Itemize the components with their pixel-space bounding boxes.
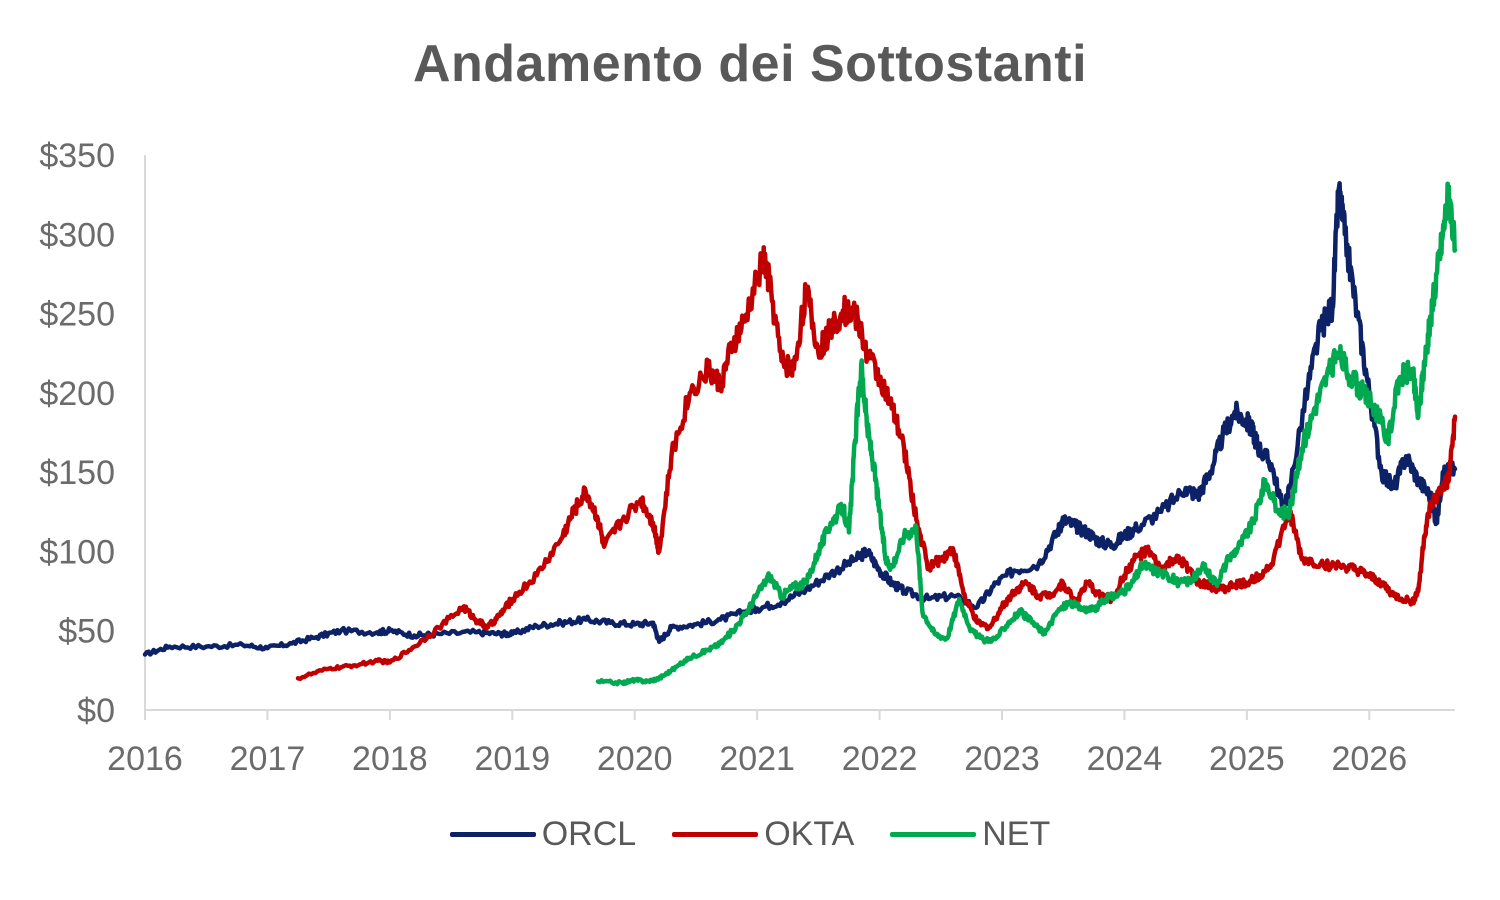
y-tick-label: $350 bbox=[39, 137, 115, 175]
axes bbox=[144, 155, 1455, 711]
y-tick-label: $250 bbox=[39, 296, 115, 334]
legend-swatch bbox=[449, 832, 536, 837]
legend-item-okta: OKTA bbox=[672, 815, 854, 854]
y-tick-label: $150 bbox=[39, 454, 115, 492]
legend-item-net: NET bbox=[890, 815, 1050, 854]
y-tick-label: $200 bbox=[39, 375, 115, 413]
x-tick-label: 2017 bbox=[230, 740, 306, 778]
x-tick-label: 2016 bbox=[107, 740, 183, 778]
x-tick-label: 2018 bbox=[352, 740, 428, 778]
y-tick-label: $300 bbox=[39, 216, 115, 254]
series-line-orcl bbox=[142, 181, 1458, 657]
x-tick-label: 2019 bbox=[474, 740, 550, 778]
legend-label: OKTA bbox=[764, 815, 855, 853]
y-tick-label: $100 bbox=[39, 533, 115, 571]
legend: ORCL OKTA NET bbox=[0, 815, 1500, 854]
legend-swatch bbox=[672, 832, 759, 837]
y-tick-label: $0 bbox=[77, 692, 115, 730]
x-axis-ticks: 2016 2017 2018 2019 2020 2021 2022 2023 2024 2025… bbox=[107, 710, 1407, 778]
legend-item-orcl: ORCL bbox=[449, 815, 637, 854]
legend-label: NET bbox=[982, 815, 1051, 853]
x-tick-label: 2022 bbox=[842, 740, 918, 778]
x-tick-label: 2023 bbox=[964, 740, 1040, 778]
x-tick-label: 2025 bbox=[1209, 740, 1285, 778]
series-lines bbox=[142, 181, 1458, 687]
x-tick-label: 2021 bbox=[719, 740, 795, 778]
x-tick-label: 2024 bbox=[1087, 740, 1163, 778]
legend-swatch bbox=[890, 832, 977, 837]
x-tick-label: 2026 bbox=[1331, 740, 1407, 778]
series-line-okta bbox=[295, 245, 1458, 682]
x-tick-label: 2020 bbox=[597, 740, 673, 778]
y-tick-label: $50 bbox=[58, 613, 115, 651]
series-line-net bbox=[595, 181, 1458, 687]
y-axis-ticks: $0 $50 $100 $150 $200 $250 $300 $350 bbox=[39, 137, 115, 730]
legend-label: ORCL bbox=[541, 815, 637, 853]
chart-title: Andamento dei Sottostanti bbox=[412, 35, 1088, 93]
